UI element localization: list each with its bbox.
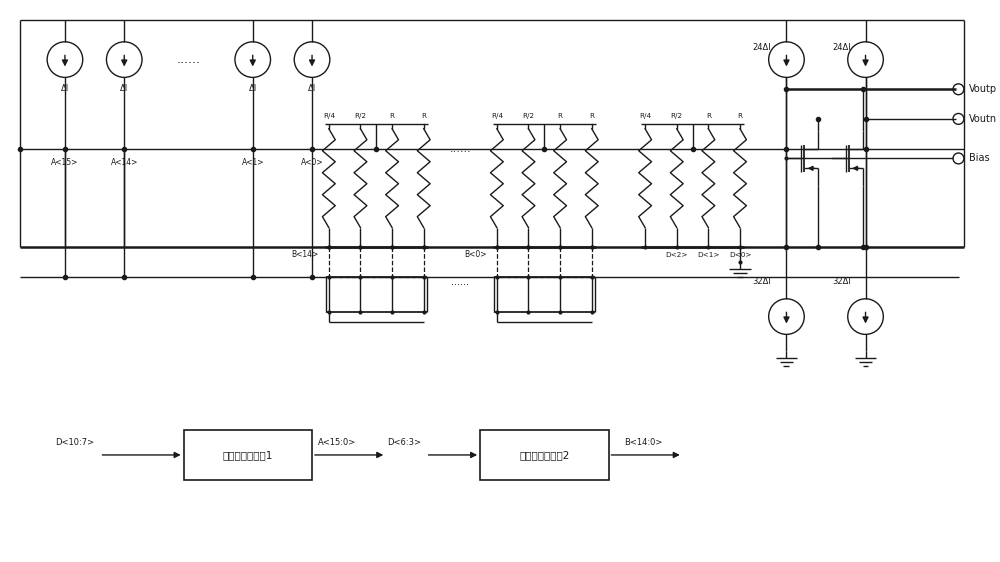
Text: R/4: R/4 (323, 113, 335, 119)
Text: B<0>: B<0> (464, 250, 487, 259)
Text: D<0>: D<0> (729, 252, 751, 259)
Text: A<14>: A<14> (111, 158, 138, 167)
Text: ΔI: ΔI (61, 84, 69, 93)
Text: A<15:0>: A<15:0> (318, 438, 356, 447)
Text: D<10:7>: D<10:7> (55, 438, 95, 447)
Text: ......: ...... (451, 277, 469, 287)
Text: 24ΔI: 24ΔI (753, 43, 772, 52)
Text: Voutp: Voutp (969, 84, 997, 94)
Text: D<1>: D<1> (697, 252, 720, 259)
Text: ΔI: ΔI (249, 84, 257, 93)
Text: 温度计码译码器2: 温度计码译码器2 (519, 450, 569, 460)
Text: ΔI: ΔI (120, 84, 128, 93)
Text: R/2: R/2 (522, 113, 535, 119)
Text: R: R (421, 113, 426, 119)
Text: R/4: R/4 (491, 113, 503, 119)
Text: R: R (706, 113, 711, 119)
Text: 32ΔI: 32ΔI (832, 278, 851, 287)
Text: A<1>: A<1> (241, 158, 264, 167)
Text: R: R (390, 113, 395, 119)
Text: ......: ...... (449, 143, 471, 153)
Bar (480, 430, 609, 479)
Text: D<6:3>: D<6:3> (387, 438, 421, 447)
Text: Bias: Bias (969, 153, 990, 164)
Text: R: R (589, 113, 594, 119)
Text: R/4: R/4 (639, 113, 651, 119)
Text: ΔI: ΔI (308, 84, 316, 93)
Text: R: R (738, 113, 743, 119)
Text: A<15>: A<15> (51, 158, 79, 167)
Text: B<14:0>: B<14:0> (624, 438, 662, 447)
Bar (184, 430, 312, 479)
Text: ......: ...... (176, 53, 200, 66)
Text: A<0>: A<0> (301, 158, 323, 167)
Text: 32ΔI: 32ΔI (753, 278, 772, 287)
Text: B<14>: B<14> (292, 250, 319, 259)
Text: Voutn: Voutn (969, 114, 997, 124)
Text: R/2: R/2 (671, 113, 683, 119)
Text: 24ΔI: 24ΔI (832, 43, 851, 52)
Text: 温度计码译码器1: 温度计码译码器1 (223, 450, 273, 460)
Text: D<2>: D<2> (666, 252, 688, 259)
Text: R: R (558, 113, 563, 119)
Text: R/2: R/2 (354, 113, 367, 119)
